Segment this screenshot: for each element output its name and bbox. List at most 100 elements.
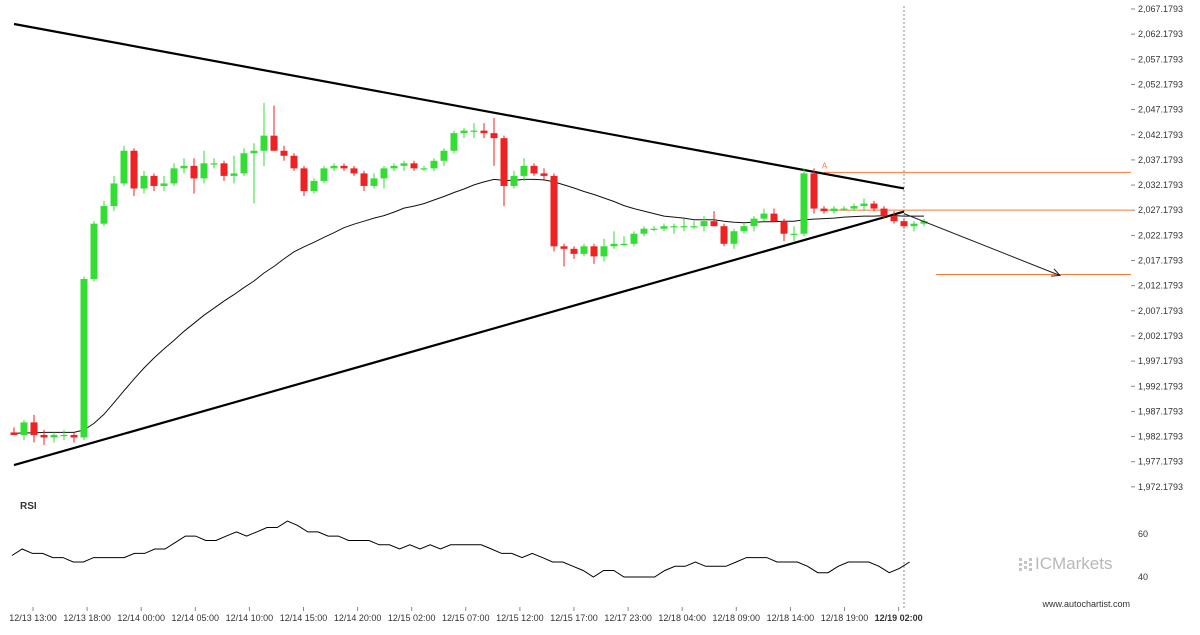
candle [330,163,338,171]
time-tick-label: 12/18 09:00 [713,613,761,623]
candle [480,123,488,139]
candle-body [20,422,28,435]
candle-body [340,165,348,169]
time-tick-label: 12/18 04:00 [658,613,706,623]
candle [140,170,148,194]
sma-line [13,178,924,434]
candle-body [420,168,428,170]
candle-body [540,173,548,176]
candle-body [490,133,498,139]
candle-body [820,208,828,212]
candle [10,427,18,435]
candle [690,221,698,229]
candle [380,165,388,189]
candle [740,223,748,234]
candle [570,246,578,259]
candle-body [730,231,738,244]
candle-body [330,165,338,169]
candle-body [710,221,718,227]
candle [160,175,168,191]
candle [800,168,808,237]
price-tick-label: 2,002.1793 [1138,331,1183,341]
candle-body [230,173,238,176]
candle [720,223,728,247]
candle [700,216,708,232]
candle [390,163,398,171]
candle [220,160,228,181]
price-tick-label: 2,032.1793 [1138,180,1183,190]
candle-body [830,208,838,212]
candle [820,206,828,214]
candle-body [890,216,898,222]
candle [870,201,878,212]
price-tick-label: 1,992.1793 [1138,381,1183,391]
candle [250,143,258,204]
candle [350,165,358,176]
candle-body [510,175,518,186]
candle [890,211,898,224]
candle-body [370,178,378,186]
candle [430,158,438,171]
icmarkets-logo: ICMarkets [1019,554,1112,573]
candle [400,160,408,171]
candle-body [300,168,308,191]
candle [830,206,838,214]
candle-body [320,168,328,181]
candle [610,231,618,249]
candle-body [720,226,728,244]
price-tick-label: 1,982.1793 [1138,432,1183,442]
candle [260,102,268,166]
candle-body [650,228,658,230]
brand-watermark: ICMarkets [1035,554,1112,573]
candle-body [180,165,188,169]
candle [290,153,298,171]
candle-body [570,248,578,254]
candle-body [50,434,58,438]
candle-body [520,165,528,176]
candle [770,208,778,222]
candle-body [680,226,688,228]
candle-body [690,226,698,228]
candle-body [840,208,848,210]
candle [420,165,428,171]
candle-body [260,135,268,151]
candle-body [660,226,668,229]
candle-body [500,138,508,186]
candle-body [130,150,138,189]
candle [540,168,548,181]
candle [590,243,598,264]
support-trendline [13,210,905,467]
time-tick-label: 12/14 10:00 [226,613,274,623]
candle [460,128,468,139]
candles [10,102,928,445]
rsi-line [11,520,910,578]
candle [280,145,288,161]
candle [760,208,768,222]
candle-body [10,432,18,435]
candle [670,223,678,234]
candle-body [600,246,608,257]
candle [100,201,108,227]
candle [170,163,178,186]
candle [840,206,848,212]
price-tick-label: 2,027.1793 [1138,205,1183,215]
candle-body [780,221,788,234]
logo-dots-icon [1019,558,1032,571]
candle-body [390,165,398,169]
price-tick-label: 2,047.1793 [1138,105,1183,115]
candle-body [610,243,618,247]
time-tick-label: 12/15 12:00 [496,613,544,623]
price-tick-label: 1,997.1793 [1138,356,1183,366]
time-axis: 12/13 13:00 12/13 18:00 12/14 00:00 12/14 0… [9,607,923,623]
candle-body [620,243,628,245]
candle [300,165,308,197]
price-tick-label: 2,007.1793 [1138,306,1183,316]
candle-body [870,203,878,209]
price-tick-label: 2,042.1793 [1138,130,1183,140]
rsi-tick-label: 40 [1138,572,1148,582]
candle [450,130,458,154]
time-tick-label: 12/15 07:00 [442,613,490,623]
candle-body [900,221,908,227]
candle [440,148,448,166]
